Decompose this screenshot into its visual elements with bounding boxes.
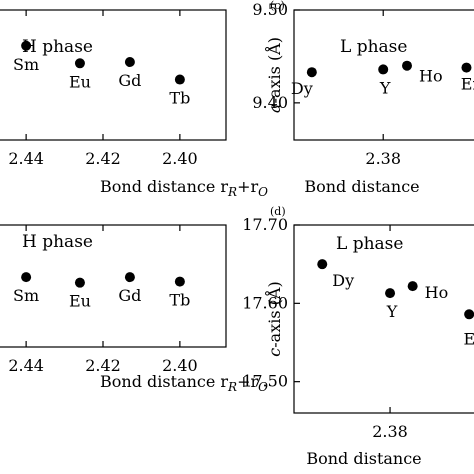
data-point-y-c [378, 64, 389, 75]
x-tick-label-b: 2.40 [162, 149, 198, 168]
data-point-eu-d-left [74, 277, 85, 288]
point-label-dy-c: Dy [291, 79, 313, 98]
x-axis-title-d-left: Bond distance rR+rO [100, 372, 268, 394]
panel-letter-c: (c) [270, 0, 285, 12]
point-label-eu-b: Eu [69, 72, 91, 91]
data-point-ho-d [407, 281, 418, 292]
y-tick-label-d: 17.70 [242, 215, 288, 234]
point-label-y-c: Y [379, 78, 391, 97]
x-tick-label-b: 2.42 [85, 149, 121, 168]
phase-annotation-d-left: H phase [22, 232, 93, 252]
data-point-er-d [464, 309, 474, 320]
panel-letter-d: (d) [270, 205, 286, 218]
point-label-tb-b: Tb [169, 89, 190, 108]
x-tick-label-d-left: 2.42 [85, 356, 121, 375]
data-point-er-c [461, 62, 472, 73]
data-point-tb-b [174, 74, 185, 85]
x-tick-label-d-left: 2.44 [8, 356, 44, 375]
point-label-y-d: Y [386, 302, 398, 321]
y-tick-label-d: 17.60 [242, 293, 288, 312]
data-point-dy-d [317, 259, 328, 270]
y-tick-label-c: 9.50 [252, 0, 288, 19]
point-label-tb-d-left: Tb [169, 291, 190, 310]
data-point-gd-b [124, 57, 135, 67]
x-axis-title-c: Bond distance [304, 177, 419, 196]
plot-frame-c [293, 9, 474, 141]
point-label-er-c: Er [461, 75, 474, 94]
data-point-y-d [385, 288, 396, 299]
plot-frame-b [0, 9, 227, 141]
point-label-sm-b: Sm [13, 55, 39, 74]
data-point-sm-b [21, 40, 32, 51]
x-tick-label-c: 2.38 [365, 149, 401, 168]
point-label-ho-d: Ho [425, 283, 449, 302]
point-label-gd-b: Gd [118, 71, 141, 90]
point-label-gd-d-left: Gd [118, 286, 141, 305]
y-tick-label-c: 9.40 [252, 93, 288, 112]
y-axis-title-c: a-axis (Å) [264, 37, 284, 113]
point-label-sm-d-left: Sm [13, 286, 39, 305]
point-label-ho-c: Ho [419, 67, 443, 86]
data-point-dy-c [306, 67, 317, 78]
y-axis-title-d: c-axis (Å) [264, 281, 284, 356]
phase-annotation-d: L phase [336, 234, 403, 254]
x-tick-label-d-left: 2.40 [162, 356, 198, 375]
data-point-tb-d-left [174, 276, 185, 287]
point-label-er-d: Er [463, 329, 474, 348]
data-point-sm-d-left [21, 272, 32, 283]
x-axis-title-d: Bond distance [306, 449, 421, 468]
phase-annotation-b: H phase [22, 37, 93, 57]
plot-frame-d [293, 224, 474, 414]
data-point-eu-b [74, 58, 85, 69]
data-point-ho-c [402, 60, 412, 71]
x-tick-label-d: 2.38 [372, 422, 408, 441]
y-tick-label-d: 17.50 [242, 372, 288, 391]
point-label-dy-d: Dy [332, 271, 354, 290]
point-label-eu-d-left: Eu [69, 292, 91, 311]
phase-annotation-c: L phase [340, 37, 407, 57]
data-point-gd-d-left [124, 272, 135, 283]
x-tick-label-b: 2.44 [8, 149, 44, 168]
x-axis-title-b: Bond distance rR+rO [100, 177, 268, 199]
